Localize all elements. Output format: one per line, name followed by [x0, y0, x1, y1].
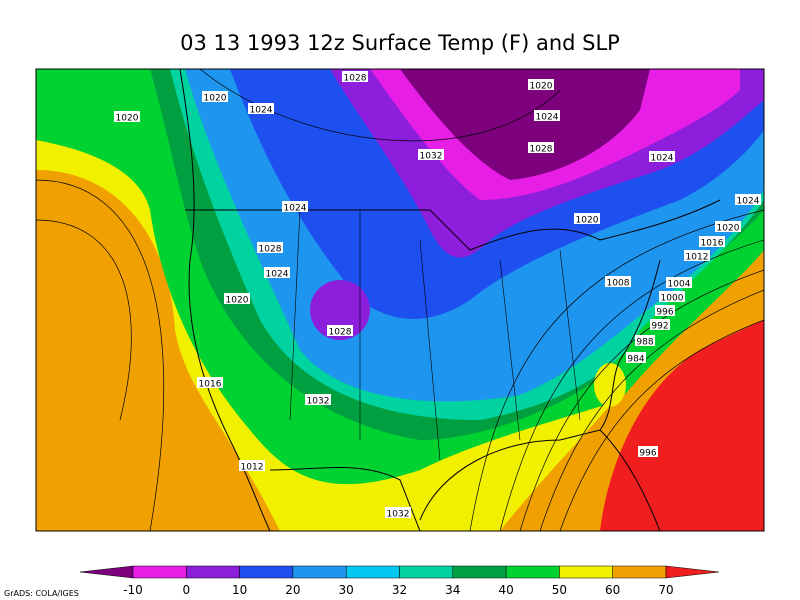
isobar-label-bg: [699, 236, 725, 247]
isobar-label: 1032: [387, 510, 410, 520]
colorbar: -10 0 10 20 30 32 34 40 50 60 70: [79, 565, 720, 597]
isobar-label: 1020: [717, 224, 740, 234]
isobar-label-bg: [342, 71, 368, 82]
colorbar-label: 60: [605, 583, 620, 597]
isobar-label: 1020: [204, 94, 227, 104]
isobar-label-bg: [574, 213, 600, 224]
isobar-label: 1016: [199, 380, 222, 390]
isobar-label-bg: [659, 291, 685, 302]
isobar-label-bg: [638, 446, 658, 457]
colorbar-label: 20: [285, 583, 300, 597]
colorbar-label: 32: [392, 583, 407, 597]
colorbar-label: 10: [232, 583, 247, 597]
isobar-label-bg: [528, 142, 554, 153]
isobar-label-bg: [418, 149, 444, 160]
colorbar-label: 34: [445, 583, 460, 597]
colorbar-label: 0: [182, 583, 190, 597]
colorbar-box: [345, 565, 400, 579]
isobar-label: 1024: [250, 106, 273, 116]
colorbar-arrow: [665, 565, 720, 579]
isobar-label-bg: [655, 305, 675, 316]
isobar-label: 1028: [329, 328, 352, 338]
isobar-label: 1032: [420, 152, 443, 162]
isobar-label: 1028: [530, 145, 553, 155]
isobar-label: 1020: [116, 114, 139, 124]
colorbar-label: 30: [339, 583, 354, 597]
colorbar-box: [292, 565, 347, 579]
isobar-label-bg: [248, 103, 274, 114]
isobar-label-bg: [649, 151, 675, 162]
isobar-label-bg: [257, 242, 283, 253]
credit: GrADS: COLA/IGES: [4, 589, 79, 598]
isobar-label-bg: [282, 201, 308, 212]
isobar-label: 1000: [661, 294, 684, 304]
colorbar-box: [399, 565, 454, 579]
isobar-label-bg: [534, 110, 560, 121]
isobar-label-bg: [666, 277, 692, 288]
isobar-label-bg: [684, 250, 710, 261]
isobar-label: 996: [639, 449, 656, 459]
isobar-label-bg: [197, 377, 223, 388]
isobar-label: 1012: [686, 253, 709, 263]
isobar-label: 1020: [226, 296, 249, 306]
isobar-label-bg: [327, 325, 353, 336]
isobar-labels: 1028 1020 1024 1020 1020 1024 1032 1028 1024 1024…: [114, 71, 761, 520]
isobar-label: 1028: [344, 74, 367, 84]
isobar-label: 996: [656, 308, 673, 318]
isobar-label-bg: [202, 91, 228, 102]
isobar-label: 1016: [701, 239, 724, 249]
isobar-label: 992: [651, 322, 668, 332]
isobar-label: 1024: [284, 204, 307, 214]
isobar-label-bg: [650, 319, 670, 330]
isobar-label: 984: [627, 355, 644, 365]
isobar-label: 1024: [737, 197, 760, 207]
isobar-label: 1004: [668, 280, 691, 290]
colorbar-box: [559, 565, 613, 579]
isobar-label: 1024: [651, 154, 674, 164]
isobar-label: 1020: [576, 216, 599, 226]
colorbar-box: [505, 565, 560, 579]
isobar-label: 1028: [259, 245, 282, 255]
colorbar-box: [452, 565, 507, 579]
colorbar-box: [612, 565, 667, 579]
isobar-label-bg: [305, 394, 331, 405]
isobar-label-bg: [528, 79, 554, 90]
map-lines: [36, 69, 764, 531]
isobar-label: 1012: [241, 463, 264, 473]
isobar-label-bg: [635, 335, 655, 346]
isobar-label: 1008: [607, 279, 630, 289]
isobar-label-bg: [264, 267, 290, 278]
isobar-label: 988: [636, 338, 653, 348]
colorbar-label: -10: [123, 583, 143, 597]
isobar-label-bg: [626, 352, 646, 363]
title: 03 13 1993 12z Surface Temp (F) and SLP: [180, 31, 620, 55]
colorbar-label: 70: [658, 583, 673, 597]
temperature-field: [36, 69, 764, 531]
isobar-label: 1020: [530, 82, 553, 92]
colorbar-box: [239, 565, 294, 579]
colorbar-label: 50: [552, 583, 567, 597]
isobar-label-bg: [385, 507, 411, 518]
colorbar-box: [132, 565, 187, 579]
isobar-label: 1032: [307, 397, 330, 407]
isobar-label-bg: [224, 293, 250, 304]
colorbar-box: [186, 565, 240, 579]
isobar-label-bg: [715, 221, 741, 232]
isobar-label-bg: [605, 276, 631, 287]
isobar-label-bg: [735, 194, 761, 205]
map-frame: [35, 68, 765, 532]
isobar-label-bg: [239, 460, 265, 471]
colorbar-label: 40: [498, 583, 513, 597]
isobar-label-bg: [114, 111, 140, 122]
isobar-label: 1024: [536, 113, 559, 123]
isobar-label: 1024: [266, 270, 289, 280]
colorbar-arrow: [79, 565, 134, 579]
